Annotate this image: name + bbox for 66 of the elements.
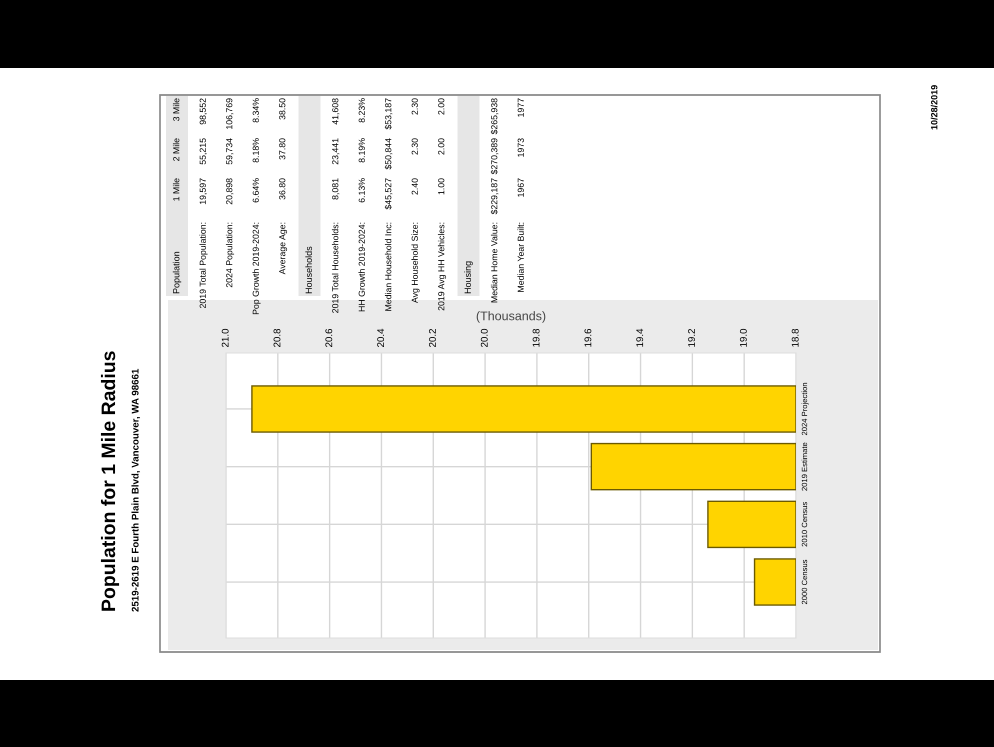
x-tick-label: 19.6 [584, 328, 592, 347]
x-tick-label: 19.0 [740, 328, 747, 347]
x-tick-label: 19.4 [636, 328, 644, 347]
text: 19,597 [200, 178, 207, 204]
text: 1973 [518, 138, 524, 157]
x-axis-title: (Thousands) [476, 311, 546, 323]
text: Housing [464, 261, 473, 294]
text: 2519-2619 E Fourth Plain Blvd, Vancouver, WA 98661 [131, 368, 140, 612]
x-tick-label: 18.8 [792, 328, 799, 347]
text: 98,552 [200, 98, 207, 124]
x-tick-label: 19.8 [532, 328, 540, 347]
text: 106,769 [226, 98, 234, 129]
text: $45,527 [384, 178, 392, 210]
text: 6.64% [252, 178, 259, 202]
text: Population for 1 Mile Radius [100, 351, 120, 611]
text: 23,441 [332, 138, 340, 164]
text: 2019 Total Population: [199, 222, 208, 308]
x-tick-label: 20.6 [325, 328, 332, 347]
text: 6.13% [358, 178, 365, 202]
text: 41,608 [332, 98, 340, 125]
text: 38.50 [279, 98, 286, 120]
text: 8,081 [332, 178, 340, 200]
text: 8.23% [358, 98, 365, 122]
text: $50,844 [384, 138, 392, 170]
text: 8.18% [252, 138, 259, 162]
text: 2.30 [412, 98, 418, 115]
x-tick-label: 19.2 [688, 329, 695, 347]
text: Median Home Value: [490, 222, 498, 302]
text: 55,215 [200, 138, 207, 164]
text: 37.80 [279, 138, 286, 160]
text: 2024 Population: [226, 222, 234, 288]
text: Average Age: [279, 222, 288, 274]
text: 1.00 [438, 178, 444, 194]
text: 36.80 [279, 178, 286, 200]
text: $53,187 [384, 98, 392, 130]
text: 2.30 [412, 138, 418, 155]
text: Households [305, 246, 312, 294]
text: 1 Mile [172, 178, 180, 201]
x-tick-label: 20.8 [274, 328, 280, 347]
text: 20,898 [226, 178, 234, 204]
text: Median Year Built: [517, 222, 524, 292]
text: 2.40 [412, 178, 418, 195]
text: 2.00 [438, 138, 444, 155]
text: Median Household Inc: [384, 222, 392, 311]
text: $229,187 [490, 178, 498, 214]
text: 1967 [518, 178, 524, 197]
text: HH Growth 2019-2024: [358, 222, 365, 312]
text: 8.19% [358, 138, 365, 162]
text: 3 Mile [172, 98, 180, 122]
text: 2.00 [438, 98, 444, 115]
text: 2019 Total Households: [332, 222, 338, 313]
text: 2019 Avg HH Vehicles: [438, 222, 446, 310]
text: 2 Mile [172, 138, 180, 161]
text: 8.34% [252, 98, 259, 122]
x-tick-label: 20.2 [429, 329, 436, 347]
x-tick-label: 21.0 [222, 328, 229, 347]
text: $265,938 [490, 98, 498, 134]
text: Avg Household Size: [411, 222, 420, 304]
text: 59,734 [226, 138, 234, 164]
text: Population [172, 252, 182, 294]
text: 10/28/2019 [930, 85, 938, 130]
text: Pop Growth 2019-2024: [252, 222, 261, 314]
text: $270,389 [490, 138, 498, 174]
x-tick-label: 20.0 [480, 328, 488, 347]
x-tick-label: 20.4 [377, 328, 384, 347]
text: 1977 [518, 98, 524, 117]
